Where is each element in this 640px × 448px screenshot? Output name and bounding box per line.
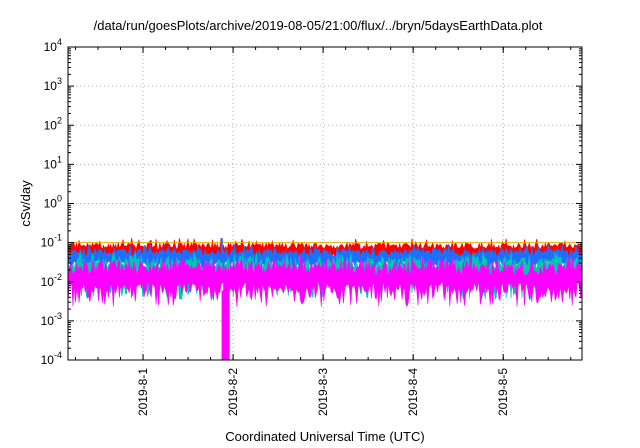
y-tick-label: 100 (44, 194, 62, 211)
y-tick-label: 102 (44, 115, 62, 132)
x-axis-ticks: 2019-8-1 2019-8-2 2019-8-3 2019-8-4 2019-8-5 (75, 47, 572, 416)
y-axis-label: cSv/day (18, 180, 33, 227)
x-tick-label: 2019-8-2 (226, 368, 240, 416)
y-tick-label: 10-3 (41, 311, 62, 328)
grid-lines (68, 47, 582, 360)
y-tick-label: 10-1 (41, 233, 62, 250)
series-band-4 (67, 254, 583, 361)
series-layer (67, 237, 583, 361)
dropout-mark (221, 290, 230, 360)
x-tick-label: 2019-8-3 (316, 368, 330, 416)
y-tick-label: 103 (44, 76, 62, 93)
x-tick-label: 2019-8-1 (136, 368, 150, 416)
y-tick-label: 10-2 (41, 272, 62, 289)
x-tick-label: 2019-8-4 (406, 368, 420, 416)
x-axis-label: Coordinated Universal Time (UTC) (225, 429, 424, 444)
y-tick-label: 104 (44, 37, 62, 54)
x-tick-label: 2019-8-5 (496, 368, 510, 416)
y-tick-label: 101 (44, 154, 62, 171)
y-axis-ticks: 10-4 10-3 10-2 10-1 100 101 102 103 104 (41, 37, 582, 367)
chart-title: /data/run/goesPlots/archive/2019-08-05/2… (94, 18, 543, 33)
y-tick-label: 10-4 (41, 350, 62, 367)
